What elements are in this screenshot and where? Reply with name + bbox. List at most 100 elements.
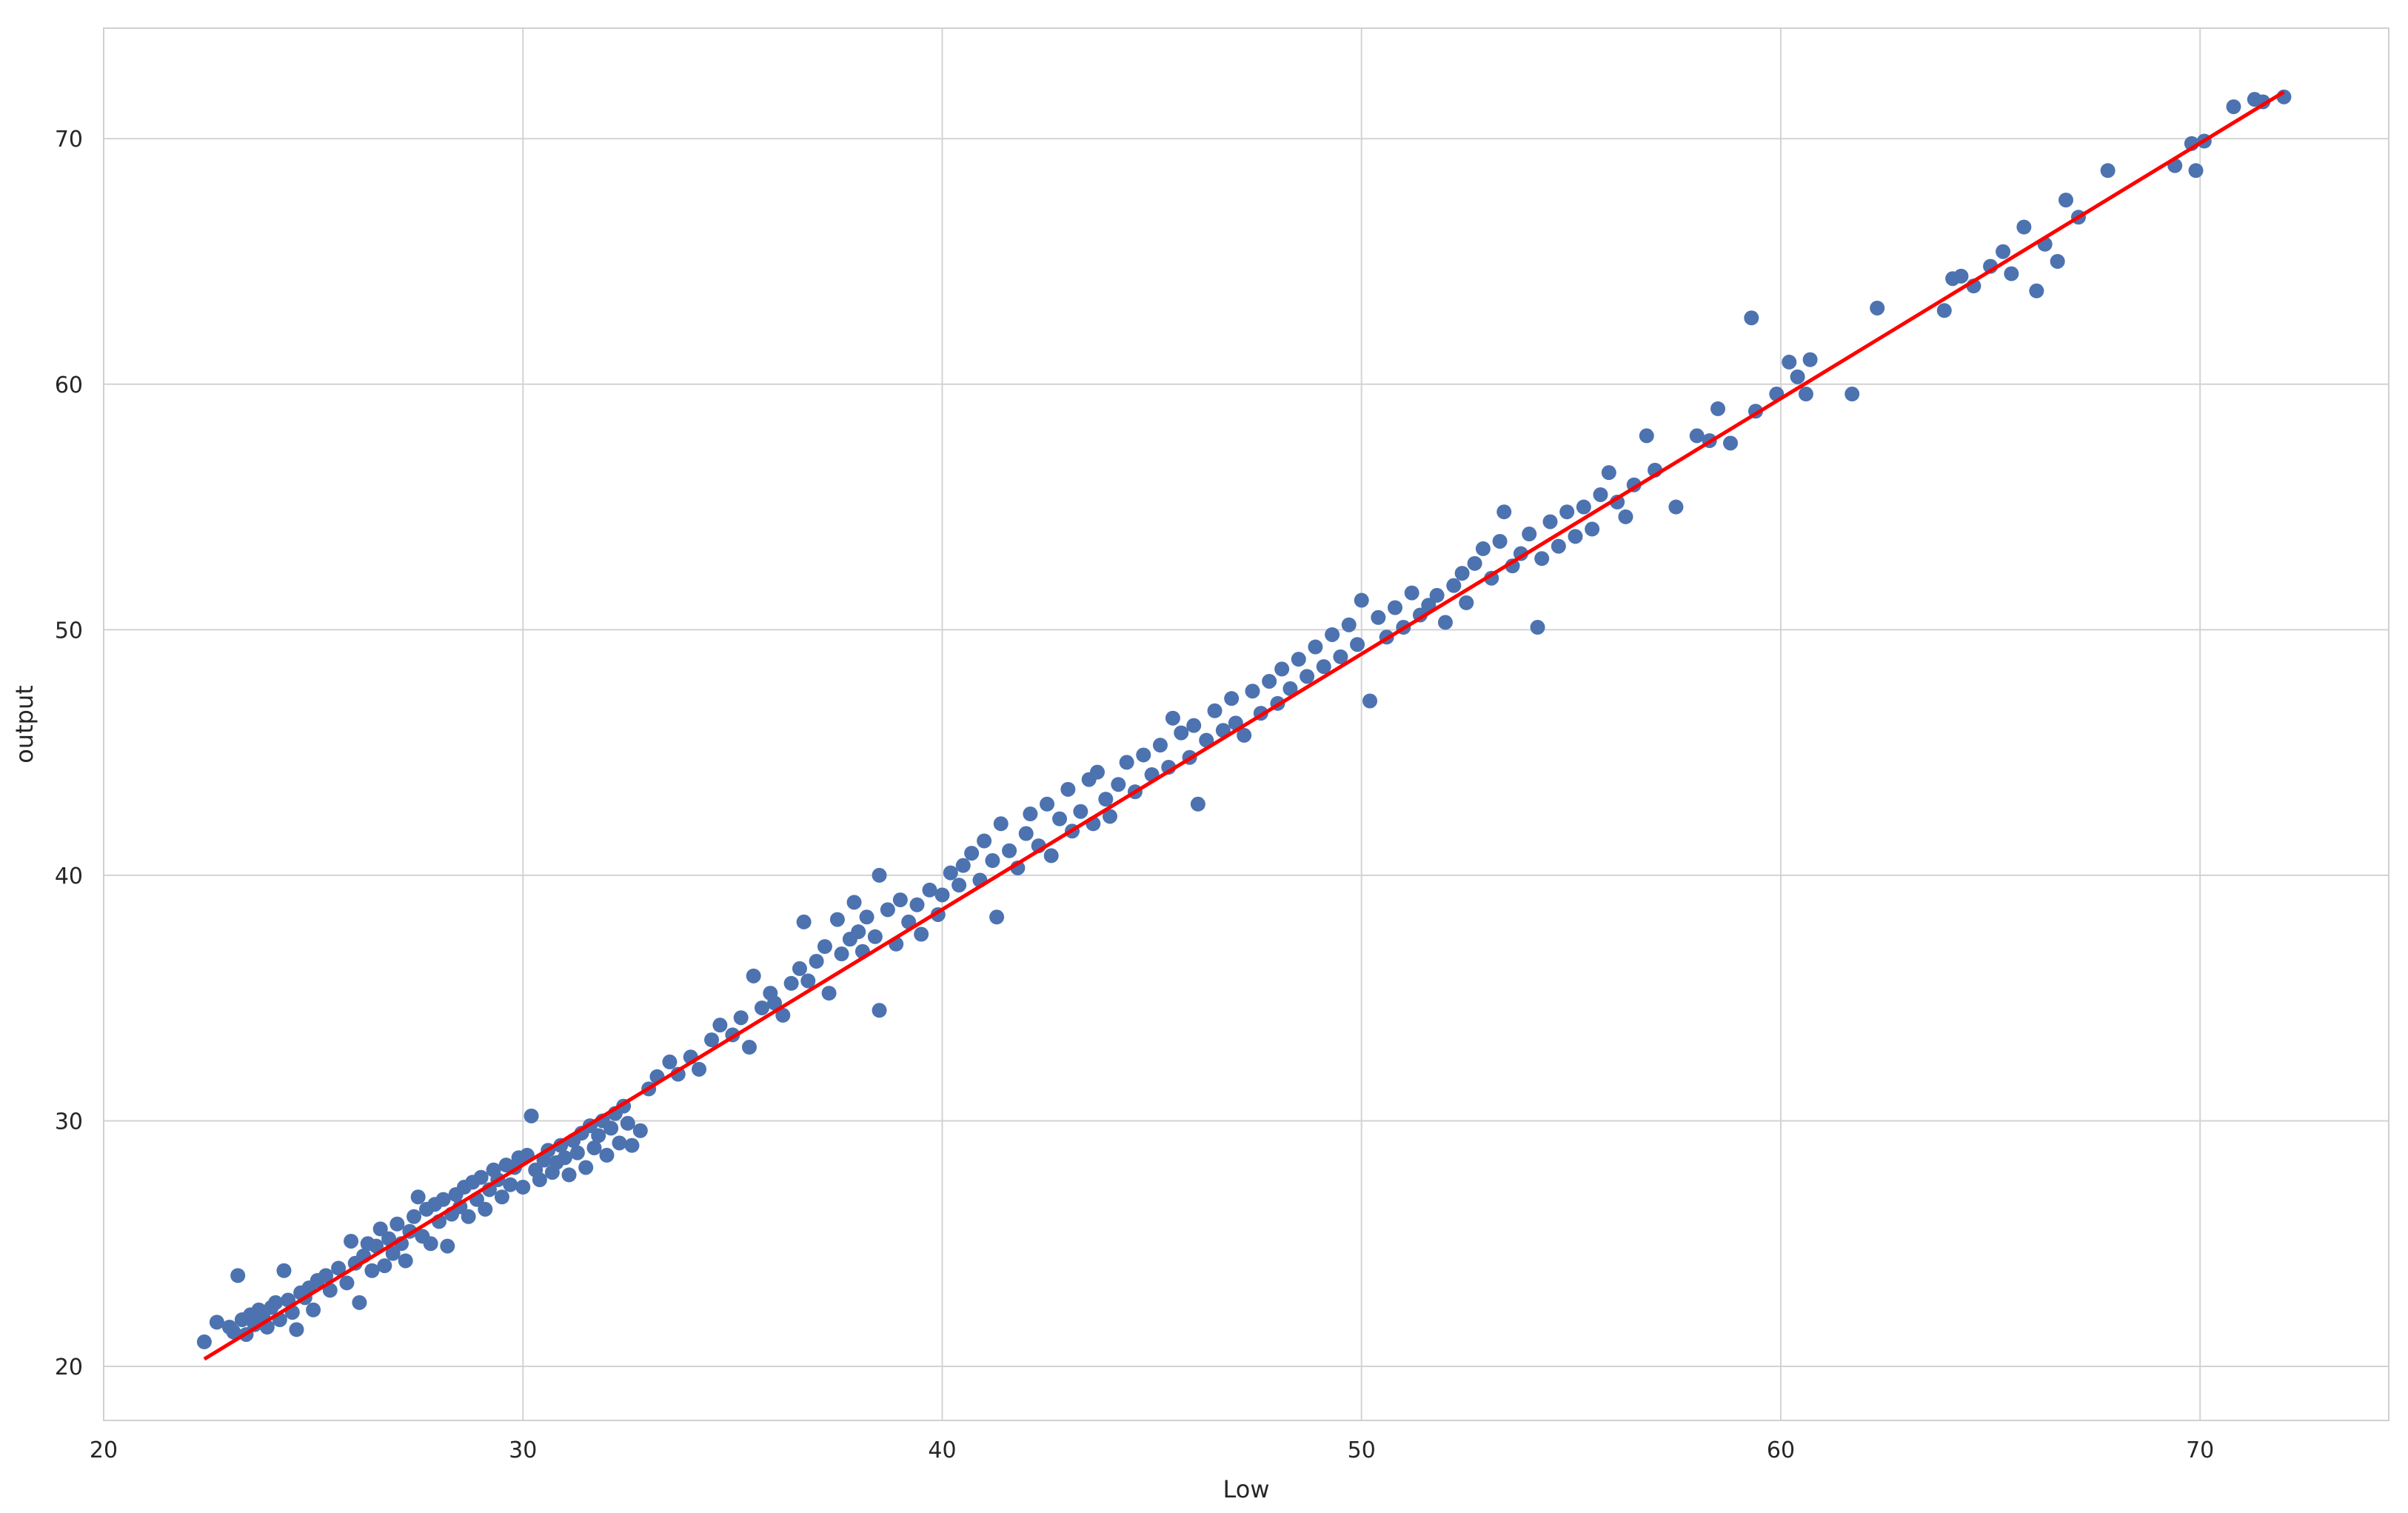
data-point (821, 986, 837, 1001)
x-axis-label: Low (1223, 1475, 1269, 1503)
y-tick-label: 70 (55, 127, 83, 153)
data-point (800, 973, 816, 989)
data-point (704, 1032, 720, 1048)
y-tick-label: 60 (55, 373, 83, 398)
data-point (1723, 435, 1739, 451)
data-point (1282, 681, 1298, 696)
data-point (662, 1054, 678, 1069)
data-point (1798, 387, 1813, 402)
data-point (1437, 615, 1453, 630)
data-point (1052, 811, 1068, 826)
data-point (632, 1123, 648, 1138)
data-point (2188, 163, 2204, 178)
data-point (1073, 804, 1088, 819)
data-point (1165, 710, 1180, 726)
x-tick-label: 70 (2186, 1437, 2214, 1463)
y-tick-label: 50 (55, 618, 83, 644)
data-point (289, 1322, 304, 1337)
data-point (977, 833, 992, 849)
x-tick-labels: 20 30 40 50 60 70 (90, 1437, 2214, 1463)
data-point (1522, 527, 1537, 542)
data-point (712, 1018, 728, 1033)
data-point (478, 1201, 493, 1217)
data-point (440, 1238, 455, 1254)
y-tick-label: 30 (55, 1109, 83, 1135)
data-point (775, 1007, 791, 1023)
data-point (1454, 566, 1470, 581)
y-axis-label: output (10, 685, 39, 764)
data-point (1568, 529, 1583, 544)
data-point (1845, 387, 1860, 402)
data-point (1953, 268, 1969, 284)
data-point (389, 1216, 405, 1232)
y-tick-label: 20 (55, 1355, 83, 1380)
data-point (1996, 244, 2011, 259)
data-point (754, 1000, 769, 1015)
data-point (1102, 809, 1117, 824)
data-point (1689, 428, 1705, 444)
data-point (851, 924, 866, 940)
data-point (196, 1334, 212, 1349)
data-point (268, 1295, 284, 1310)
data-point (1585, 521, 1600, 537)
data-point (473, 1169, 489, 1185)
data-point (306, 1302, 321, 1317)
data-point (1341, 617, 1357, 632)
data-point (226, 1324, 241, 1340)
data-point (532, 1172, 547, 1188)
data-point (1802, 352, 1818, 367)
data-point (339, 1275, 355, 1291)
data-point (1002, 843, 1017, 858)
data-point (1388, 600, 1403, 615)
data-point (1475, 541, 1491, 556)
data-point (1350, 637, 1365, 652)
x-tick-label: 30 (509, 1437, 537, 1463)
data-point (796, 914, 812, 929)
data-point (1790, 369, 1805, 384)
data-point (2029, 283, 2044, 298)
data-point (766, 995, 782, 1011)
data-point (952, 878, 967, 893)
data-point (1098, 792, 1114, 807)
data-point (1136, 747, 1151, 763)
data-point (398, 1253, 413, 1269)
data-point (1237, 727, 1252, 743)
data-point (1459, 595, 1474, 610)
data-point (1325, 627, 1340, 642)
data-point (209, 1315, 224, 1330)
fit-line (203, 90, 2285, 1361)
data-point (461, 1209, 476, 1224)
data-point (318, 1268, 334, 1283)
data-point (1371, 609, 1386, 625)
data-point (934, 887, 950, 903)
x-tick-label: 20 (90, 1437, 118, 1463)
data-point (872, 1003, 887, 1018)
data-point (1446, 578, 1462, 593)
data-point (1291, 652, 1306, 667)
data-point (494, 1189, 509, 1205)
data-point (1060, 781, 1076, 797)
data-point (834, 946, 849, 962)
data-point (1089, 764, 1105, 780)
data-point (423, 1236, 438, 1252)
data-point (846, 895, 862, 910)
data-point (880, 902, 895, 918)
data-point (1111, 777, 1126, 792)
data-point (1262, 673, 1277, 689)
data-point (943, 865, 958, 881)
data-point (1040, 796, 1055, 812)
data-point (1186, 718, 1202, 733)
data-point (1870, 300, 1885, 315)
data-point (515, 1180, 531, 1195)
data-point (372, 1221, 388, 1237)
data-point (922, 882, 937, 898)
data-point (964, 846, 980, 861)
data-point (872, 867, 887, 883)
data-point (829, 912, 845, 927)
data-point (1023, 806, 1038, 822)
data-point (276, 1263, 292, 1278)
data-point (1316, 659, 1331, 675)
data-point (603, 1120, 619, 1136)
